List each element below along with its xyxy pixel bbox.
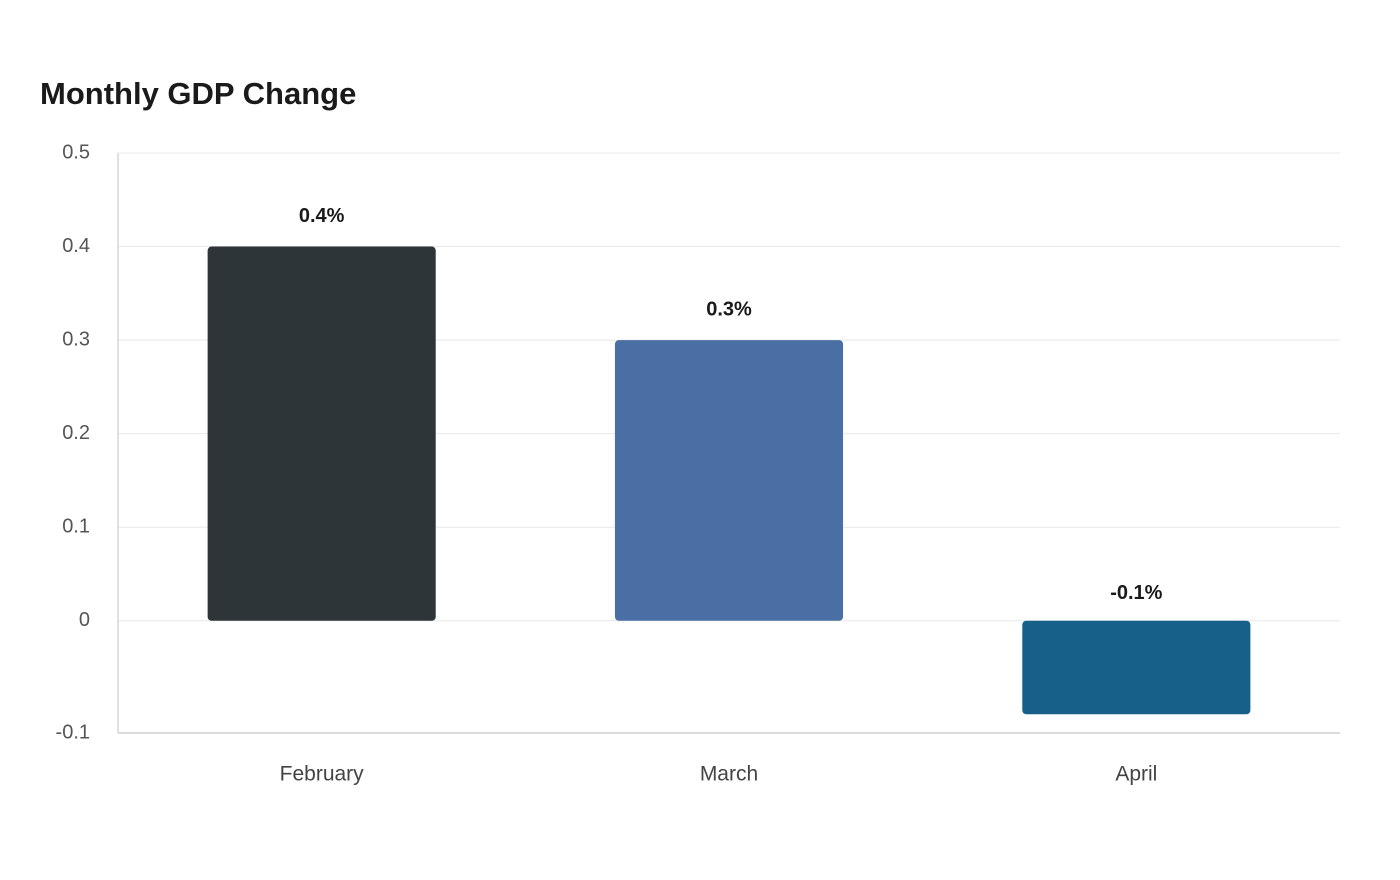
y-tick-label: -0.1 (56, 721, 90, 743)
x-tick-label: March (700, 763, 758, 786)
y-tick-label: 0.5 (62, 141, 90, 163)
bar (1022, 620, 1251, 715)
y-tick-label: 0.4 (62, 235, 90, 257)
value-label: -0.1% (1110, 582, 1162, 604)
y-tick-label: 0.2 (62, 422, 90, 444)
y-tick-label: 0.3 (62, 328, 90, 350)
x-tick-label: April (1115, 763, 1157, 786)
chart-title: Monthly GDP Change (40, 76, 356, 111)
bar (207, 246, 436, 621)
value-label: 0.3% (706, 298, 752, 320)
bar (614, 340, 844, 621)
value-label: 0.4% (299, 205, 345, 227)
y-tick-label: 0.1 (62, 515, 90, 537)
y-tick-label: 0 (79, 609, 90, 631)
x-tick-label: February (280, 763, 365, 786)
